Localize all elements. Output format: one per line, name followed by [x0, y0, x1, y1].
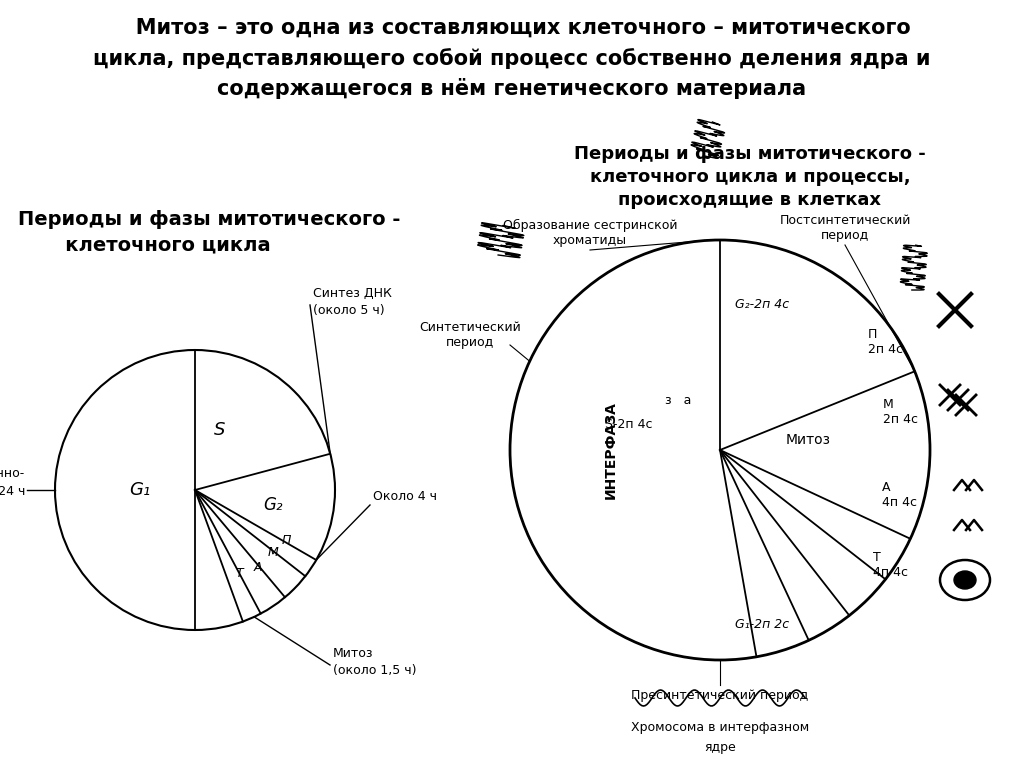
- Text: Т
4п 4с: Т 4п 4с: [873, 551, 908, 579]
- Text: Около 4 ч: Около 4 ч: [373, 491, 437, 503]
- Text: Т: Т: [236, 568, 244, 581]
- Text: Пресинтетический период: Пресинтетический период: [632, 689, 809, 702]
- Text: Обычно-: Обычно-: [0, 467, 25, 480]
- Text: G₂: G₂: [263, 496, 283, 514]
- Text: Периоды и фазы митотического -: Периоды и фазы митотического -: [574, 145, 926, 163]
- Text: Хромосома в интерфазном: Хромосома в интерфазном: [631, 722, 809, 735]
- Text: А: А: [254, 561, 262, 574]
- Text: Образование сестринской
хроматиды: Образование сестринской хроматиды: [503, 219, 677, 247]
- Text: содержащегося в нём генетического материала: содержащегося в нём генетического матери…: [217, 78, 807, 99]
- Text: ИНТЕРФАЗА: ИНТЕРФАЗА: [604, 401, 617, 499]
- Text: П
2п 4с: П 2п 4с: [868, 328, 903, 356]
- Text: 12-24 ч: 12-24 ч: [0, 485, 25, 498]
- Text: цикла, представляющего собой процесс собственно деления ядра и: цикла, представляющего собой процесс соб…: [93, 48, 931, 69]
- Text: з   а: з а: [665, 393, 691, 407]
- Text: Синтетический
период: Синтетический период: [419, 321, 521, 349]
- Text: (около 5 ч): (около 5 ч): [313, 304, 385, 317]
- Ellipse shape: [954, 571, 976, 589]
- Text: клеточного цикла: клеточного цикла: [18, 235, 270, 254]
- Text: S: S: [214, 421, 225, 439]
- Text: М
2п 4с: М 2п 4с: [883, 398, 918, 426]
- Text: (около 1,5 ч): (около 1,5 ч): [333, 664, 417, 677]
- Text: П: П: [283, 535, 292, 548]
- Text: G₁-2п 2с: G₁-2п 2с: [735, 618, 790, 631]
- Text: происходящие в клетках: происходящие в клетках: [618, 191, 882, 209]
- Text: Митоз: Митоз: [333, 647, 374, 660]
- Text: ядре: ядре: [705, 742, 736, 755]
- Text: S-2п 4с: S-2п 4с: [605, 419, 652, 432]
- Text: Синтез ДНК: Синтез ДНК: [313, 287, 392, 300]
- Text: М: М: [267, 546, 279, 559]
- Text: G₂-2п 4с: G₂-2п 4с: [735, 298, 790, 311]
- Text: А
4п 4с: А 4п 4с: [882, 481, 918, 509]
- Text: G₁: G₁: [129, 481, 151, 499]
- Text: клеточного цикла и процессы,: клеточного цикла и процессы,: [590, 168, 910, 186]
- Text: Постсинтетический
период: Постсинтетический период: [779, 214, 910, 242]
- Text: Митоз: Митоз: [785, 433, 830, 447]
- Text: Митоз – это одна из составляющих клеточного – митотического: Митоз – это одна из составляющих клеточн…: [114, 18, 910, 38]
- Text: Периоды и фазы митотического -: Периоды и фазы митотического -: [18, 210, 400, 229]
